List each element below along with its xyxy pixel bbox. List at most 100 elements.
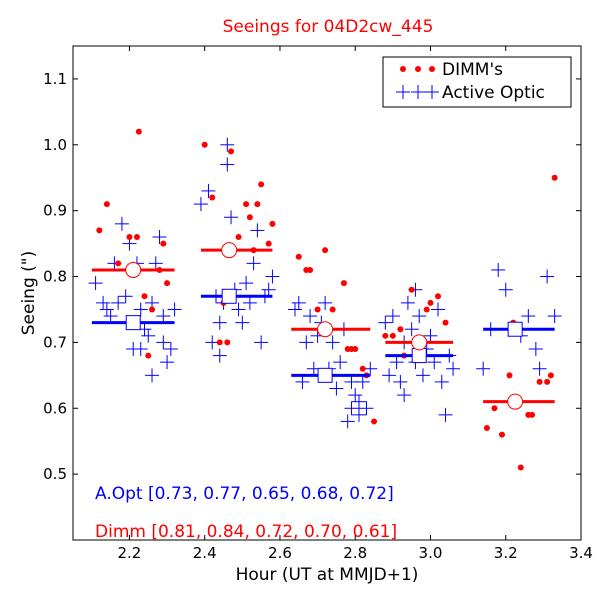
ao-point-59 bbox=[340, 414, 355, 429]
ao-point-31 bbox=[224, 210, 239, 225]
legend-dimm-dot-2 bbox=[429, 66, 435, 72]
y-tick-label-4: 0.9 bbox=[43, 202, 67, 220]
dimm-point-7 bbox=[149, 306, 156, 313]
ao-median-marker-0 bbox=[125, 315, 141, 331]
ao-median-marker-1 bbox=[221, 288, 237, 304]
ao-point-37 bbox=[246, 256, 261, 271]
dimm-median-marker-3 bbox=[411, 334, 428, 351]
y-axis-label: Seeing (") bbox=[19, 251, 39, 336]
ao-point-78 bbox=[415, 368, 430, 383]
ao-point-17 bbox=[156, 335, 171, 350]
ao-point-62 bbox=[351, 407, 366, 422]
dimm-point-26 bbox=[295, 253, 302, 260]
annotation-aopt: A.Opt [0.73, 0.77, 0.65, 0.68, 0.72] bbox=[95, 484, 394, 504]
dimm-point-11 bbox=[145, 352, 152, 359]
ao-point-95 bbox=[521, 309, 536, 324]
ao-point-21 bbox=[133, 341, 148, 356]
ao-point-20 bbox=[167, 302, 182, 317]
dimm-point-59 bbox=[544, 378, 551, 385]
dimm-point-53 bbox=[506, 372, 513, 379]
dimm-point-46 bbox=[423, 306, 430, 313]
ao-point-3 bbox=[103, 309, 118, 324]
dimm-point-48 bbox=[435, 293, 442, 300]
ao-point-7 bbox=[118, 289, 133, 304]
ao-point-71 bbox=[389, 355, 404, 370]
ao-point-42 bbox=[265, 269, 280, 284]
dimm-point-58 bbox=[536, 378, 543, 385]
ao-point-36 bbox=[242, 295, 257, 310]
y-tick-label-0: 0.5 bbox=[43, 465, 67, 483]
dimm-point-23 bbox=[258, 181, 265, 188]
x-tick-label-2: 2.6 bbox=[268, 544, 292, 562]
ao-point-80 bbox=[423, 328, 438, 343]
x-tick-label-4: 3.0 bbox=[419, 544, 443, 562]
ao-point-47 bbox=[295, 374, 310, 389]
dimm-point-51 bbox=[491, 405, 498, 412]
dimm-point-1 bbox=[103, 201, 110, 208]
dimm-point-33 bbox=[340, 280, 347, 287]
x-tick-label-5: 3.2 bbox=[494, 544, 518, 562]
ao-point-83 bbox=[434, 374, 449, 389]
ao-point-30 bbox=[220, 137, 235, 152]
ao-point-57 bbox=[333, 355, 348, 370]
ao-point-64 bbox=[359, 401, 374, 416]
ao-point-14 bbox=[145, 368, 160, 383]
ao-point-81 bbox=[427, 355, 442, 370]
dimm-point-60 bbox=[551, 174, 558, 181]
dimm-point-57 bbox=[529, 411, 536, 418]
chart-title: Seeings for 04D2cw_445 bbox=[223, 17, 434, 37]
ao-point-67 bbox=[351, 394, 366, 409]
ao-point-23 bbox=[156, 309, 171, 324]
legend-ao-plus-2 bbox=[425, 85, 439, 99]
ao-point-66 bbox=[344, 374, 359, 389]
dimm-median-marker-1 bbox=[221, 242, 238, 259]
dimm-point-49 bbox=[442, 319, 449, 326]
dimm-point-17 bbox=[228, 148, 235, 155]
ao-point-0 bbox=[88, 276, 103, 291]
ao-point-15 bbox=[148, 256, 163, 271]
dimm-point-40 bbox=[382, 332, 389, 339]
dimm-median-marker-0 bbox=[125, 261, 142, 278]
legend-dimm-dot-1 bbox=[415, 66, 421, 72]
ao-point-75 bbox=[404, 322, 419, 337]
ao-point-46 bbox=[291, 295, 306, 310]
ao-point-91 bbox=[491, 262, 506, 277]
legend-ao-plus-1 bbox=[411, 85, 425, 99]
ao-point-11 bbox=[133, 302, 148, 317]
ao-point-88 bbox=[397, 388, 412, 403]
ao-point-97 bbox=[532, 361, 547, 376]
dimm-point-39 bbox=[371, 418, 378, 425]
annotation-dimm: Dimm [0.81, 0.84, 0.72, 0.70, 0.61] bbox=[95, 522, 397, 542]
ao-point-99 bbox=[547, 309, 562, 324]
dimm-point-52 bbox=[498, 431, 505, 438]
dimm-point-47 bbox=[427, 299, 434, 306]
dimm-point-37 bbox=[359, 365, 366, 372]
dimm-median-marker-4 bbox=[507, 393, 524, 410]
chart-marks bbox=[88, 128, 562, 471]
dimm-point-29 bbox=[314, 306, 321, 313]
ao-point-5 bbox=[111, 295, 126, 310]
y-tick-label-3: 0.8 bbox=[43, 268, 67, 286]
ao-point-70 bbox=[385, 309, 400, 324]
x-tick-label-3: 2.8 bbox=[343, 544, 367, 562]
ao-point-38 bbox=[250, 223, 265, 238]
dimm-point-9 bbox=[160, 240, 167, 247]
ao-point-86 bbox=[446, 361, 461, 376]
ao-point-39 bbox=[254, 335, 269, 350]
ao-point-25 bbox=[201, 183, 216, 198]
ao-point-13 bbox=[141, 328, 156, 343]
dimm-point-24 bbox=[265, 240, 272, 247]
y-tick-label-2: 0.7 bbox=[43, 333, 67, 351]
dimm-median-marker-2 bbox=[317, 321, 334, 338]
dimm-point-50 bbox=[483, 425, 490, 432]
legend-dimm-dot-0 bbox=[400, 66, 406, 72]
ao-point-53 bbox=[318, 295, 333, 310]
ao-point-56 bbox=[329, 381, 344, 396]
dimm-point-13 bbox=[209, 194, 216, 201]
ao-point-92 bbox=[498, 282, 513, 297]
dimm-point-32 bbox=[329, 306, 336, 313]
dimm-point-25 bbox=[269, 220, 276, 227]
dimm-point-10 bbox=[164, 280, 171, 287]
ao-median-marker-4 bbox=[507, 321, 523, 337]
